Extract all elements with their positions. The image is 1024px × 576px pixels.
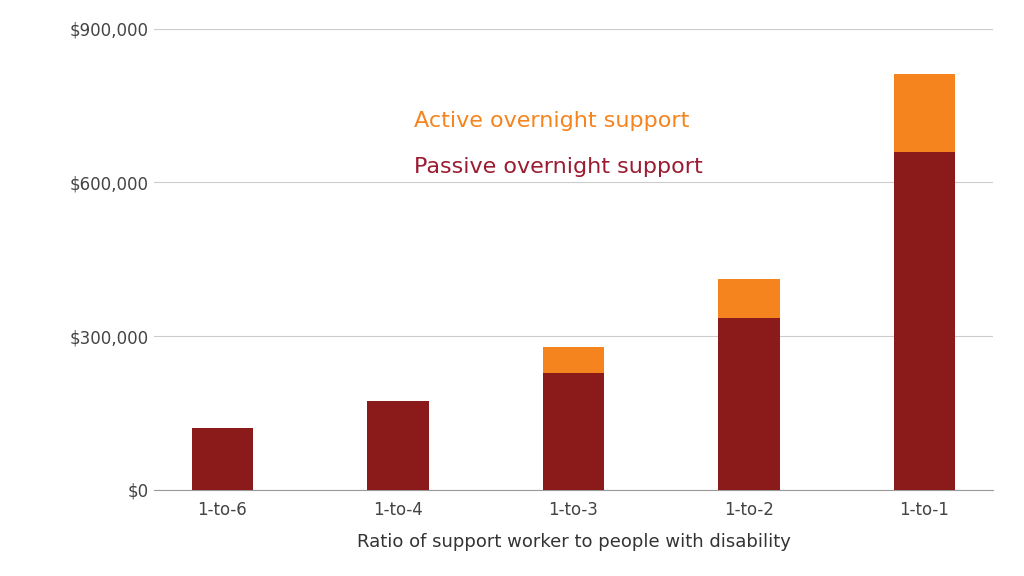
X-axis label: Ratio of support worker to people with disability: Ratio of support worker to people with d… — [356, 533, 791, 551]
Bar — [894, 151, 955, 490]
Text: Active overnight support: Active overnight support — [414, 111, 689, 131]
Bar — [368, 400, 429, 490]
Bar — [718, 279, 779, 317]
Bar — [894, 74, 955, 151]
Bar — [191, 427, 253, 490]
Bar — [718, 317, 779, 490]
Text: Passive overnight support: Passive overnight support — [414, 157, 702, 177]
Bar — [543, 347, 604, 373]
Bar — [543, 373, 604, 490]
